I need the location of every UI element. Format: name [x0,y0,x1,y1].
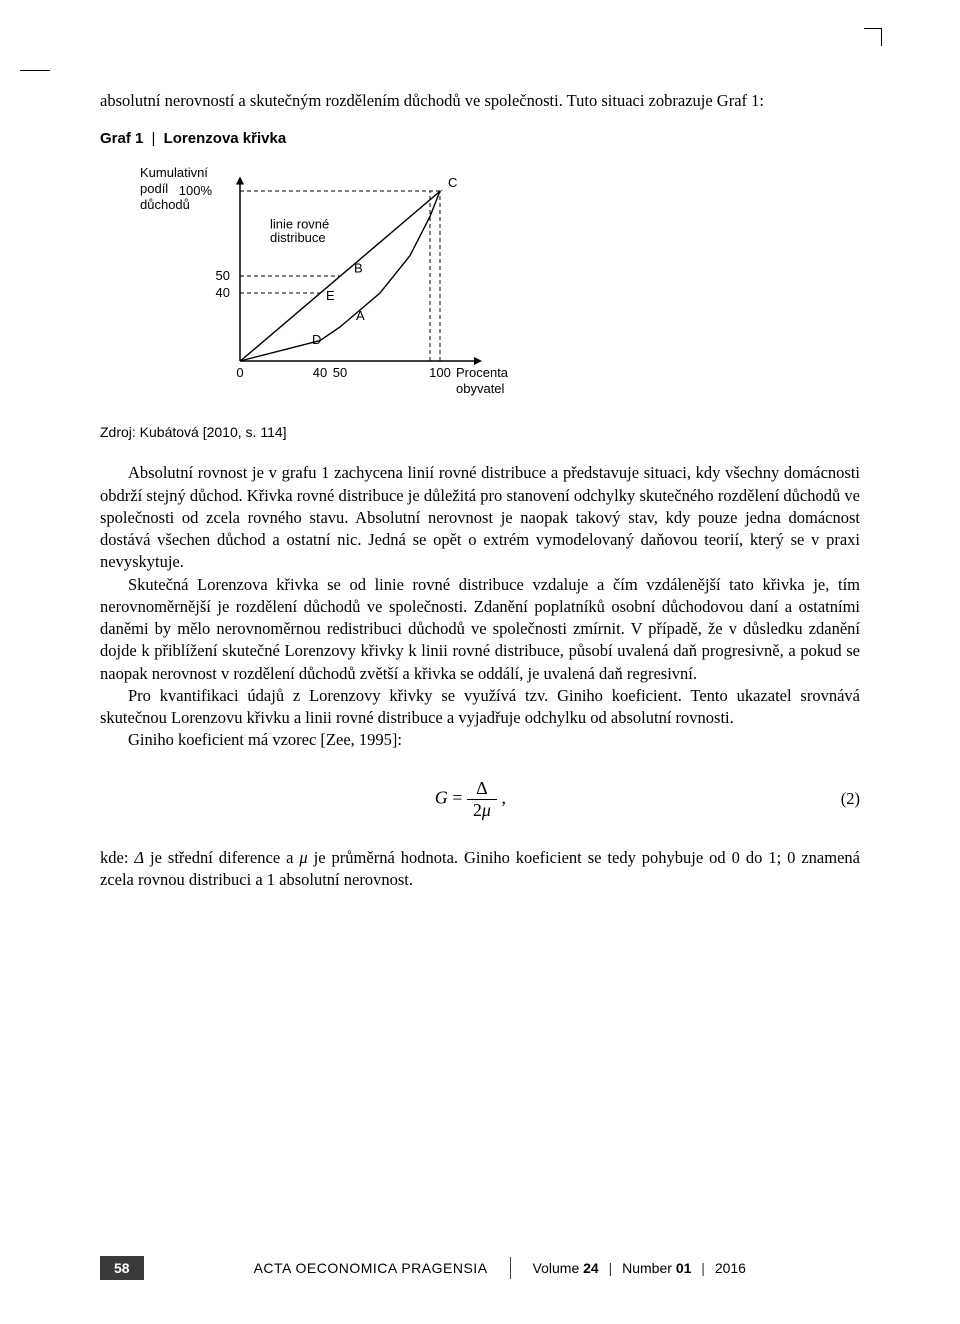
svg-text:100: 100 [429,365,451,380]
paragraph-4: Giniho koeficient má vzorec [Zee, 1995]: [100,729,860,751]
formula-lhs: G [435,787,448,807]
figure-source: Zdroj: Kubátová [2010, s. 114] [100,424,860,440]
denominator: 2μ [467,800,497,821]
pipe: | [701,1260,705,1276]
svg-text:Procenta: Procenta [456,365,509,380]
svg-text:40: 40 [313,365,327,380]
numerator: Δ [467,778,497,800]
svg-text:40: 40 [216,285,230,300]
svg-text:50: 50 [333,365,347,380]
paragraph-1: Absolutní rovnost je v grafu 1 zachycena… [100,462,860,573]
volume-info: Volume 24 | Number 01 | 2016 [533,1260,746,1276]
pipe: | [609,1260,613,1276]
figure-title: Lorenzova křivka [164,130,287,147]
year: 2016 [715,1260,746,1276]
svg-text:D: D [312,332,321,347]
svg-text:100%: 100% [179,183,213,198]
svg-text:B: B [354,261,363,276]
page-number: 58 [100,1256,144,1280]
lorenz-curve-svg: Kumulativnípodíldůchodů100%504004050100l… [100,161,580,401]
number-label: Number [622,1260,672,1276]
svg-text:obyvatel: obyvatel [456,381,505,396]
volume-label: Volume [533,1260,580,1276]
paragraph-5: kde: Δ je střední diference a μ je průmě… [100,847,860,892]
number-value: 01 [676,1260,692,1276]
svg-text:důchodů: důchodů [140,197,190,212]
crop-mark-top-right [864,28,882,46]
page-footer: 58 ACTA OECONOMICA PRAGENSIA Volume 24 |… [100,1256,882,1280]
figure-caption: Graf 1 | Lorenzova křivka [100,130,860,147]
equation-number: (2) [841,789,860,809]
crop-mark-left [20,70,50,71]
volume-value: 24 [583,1260,599,1276]
svg-text:distribuce: distribuce [270,230,326,245]
paragraph-3: Pro kvantifikaci údajů z Lorenzovy křivk… [100,685,860,730]
equals-sign: = [452,787,467,807]
gini-formula: G = Δ 2μ , [100,778,841,821]
lorenz-curve-figure: Kumulativnípodíldůchodů100%504004050100l… [100,161,860,406]
formula-suffix: , [501,787,506,807]
page-content: absolutní nerovností a skutečným rozděle… [0,0,960,891]
intro-paragraph: absolutní nerovností a skutečným rozděle… [100,90,860,112]
svg-text:0: 0 [236,365,243,380]
paragraph-2: Skutečná Lorenzova křivka se od linie ro… [100,574,860,685]
figure-number: Graf 1 [100,130,143,147]
svg-text:Kumulativní: Kumulativní [140,165,208,180]
separator: | [152,130,156,147]
divider [510,1257,511,1279]
formula-row: G = Δ 2μ , (2) [100,778,860,821]
fraction: Δ 2μ [467,778,497,821]
svg-text:50: 50 [216,268,230,283]
svg-text:podíl: podíl [140,181,168,196]
svg-text:A: A [356,308,365,323]
svg-text:E: E [326,288,335,303]
journal-name: ACTA OECONOMICA PRAGENSIA [254,1260,488,1276]
svg-text:C: C [448,175,457,190]
